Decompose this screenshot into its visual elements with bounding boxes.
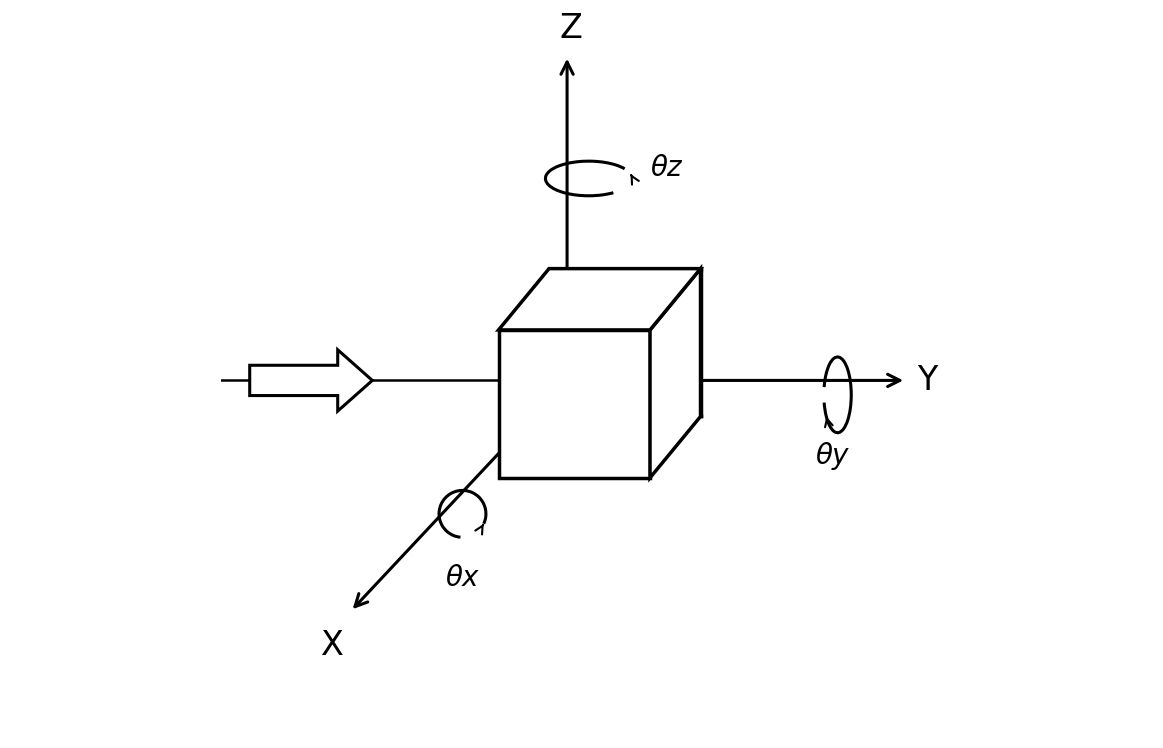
Polygon shape (499, 330, 650, 478)
Text: θy: θy (816, 442, 849, 470)
FancyArrow shape (250, 350, 372, 411)
Text: θz: θz (650, 153, 682, 182)
Text: Z: Z (559, 12, 583, 45)
Text: θx: θx (445, 564, 479, 592)
Polygon shape (499, 269, 700, 330)
Polygon shape (650, 269, 700, 478)
Text: X: X (321, 629, 344, 662)
Text: Y: Y (916, 364, 937, 397)
